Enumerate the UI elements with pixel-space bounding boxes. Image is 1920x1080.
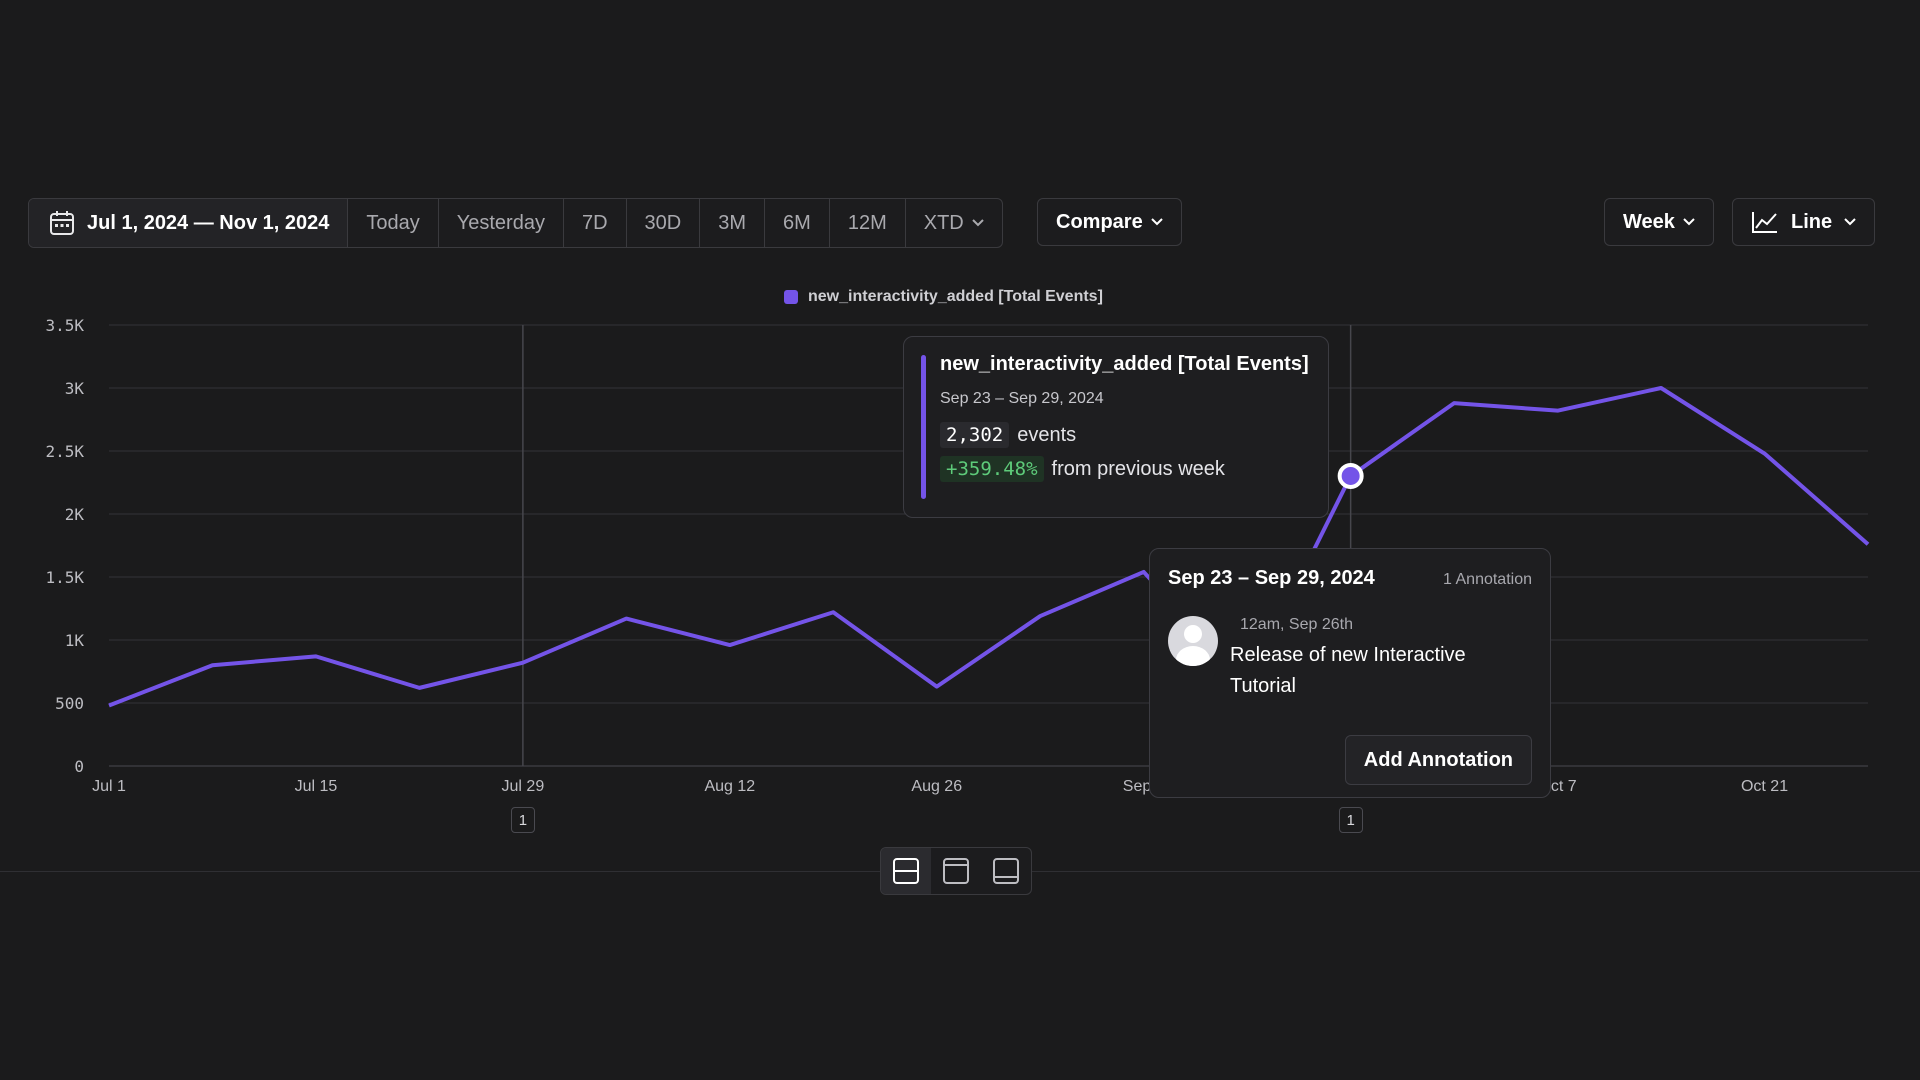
y-tick-label: 0 bbox=[74, 757, 84, 776]
layout-switcher bbox=[880, 847, 1032, 895]
chevron-down-icon bbox=[1844, 218, 1856, 226]
tooltip-series-bar bbox=[921, 355, 926, 499]
legend-swatch bbox=[784, 290, 798, 304]
tooltip-change: +359.48% bbox=[940, 456, 1044, 482]
x-tick-label: Jul 29 bbox=[502, 778, 545, 795]
split-view-icon bbox=[893, 858, 919, 884]
data-point[interactable] bbox=[1862, 538, 1874, 550]
data-point[interactable] bbox=[620, 613, 632, 625]
preset-label: Yesterday bbox=[456, 211, 545, 234]
preset-3m[interactable]: 3M bbox=[700, 199, 766, 247]
y-tick-label: 2K bbox=[65, 505, 85, 524]
compare-label: Compare bbox=[1056, 210, 1143, 233]
preset-label: Today bbox=[366, 211, 420, 234]
avatar bbox=[1168, 616, 1218, 666]
data-point[interactable] bbox=[1138, 566, 1150, 578]
annotation-marker[interactable]: 1 bbox=[1338, 807, 1363, 833]
tooltip-change-text: from previous week bbox=[1051, 457, 1225, 480]
layout-split-option[interactable] bbox=[881, 848, 931, 894]
y-tick-label: 1K bbox=[65, 631, 85, 650]
highlighted-data-point[interactable] bbox=[1337, 462, 1364, 489]
y-tick-label: 3.5K bbox=[45, 316, 84, 335]
preset-label: 12M bbox=[847, 211, 887, 234]
x-tick-label: Jul 1 bbox=[92, 778, 126, 795]
data-point[interactable] bbox=[413, 682, 425, 694]
preset-12m[interactable]: 12M bbox=[830, 199, 906, 247]
tooltip-title: new_interactivity_added [Total Events] bbox=[940, 353, 1309, 375]
x-tick-label: Aug 26 bbox=[911, 778, 962, 795]
data-point[interactable] bbox=[1552, 405, 1564, 417]
data-point[interactable] bbox=[517, 657, 529, 669]
chart-type-label: Line bbox=[1791, 210, 1833, 233]
data-point[interactable] bbox=[1448, 397, 1460, 409]
preset-yesterday[interactable]: Yesterday bbox=[439, 199, 564, 247]
add-annotation-button[interactable]: Add Annotation bbox=[1344, 735, 1532, 785]
chevron-down-icon bbox=[1150, 218, 1163, 226]
preset-7d[interactable]: 7D bbox=[564, 199, 627, 247]
tooltip-range: Sep 23 – Sep 29, 2024 bbox=[940, 390, 1104, 407]
preset-today[interactable]: Today bbox=[348, 199, 439, 247]
data-point[interactable] bbox=[827, 606, 839, 618]
data-point[interactable] bbox=[931, 681, 943, 693]
annotation-count: 1 Annotation bbox=[1443, 571, 1532, 588]
chevron-down-icon bbox=[1683, 218, 1695, 226]
chevron-down-icon bbox=[972, 219, 984, 227]
x-tick-label: Jul 15 bbox=[295, 778, 338, 795]
chart-toolbar: Jul 1, 2024 — Nov 1, 2024 Today Yesterda… bbox=[28, 198, 1884, 248]
legend-label: new_interactivity_added [Total Events] bbox=[808, 288, 1103, 305]
annotation-text: Release of new Interactive Tutorial bbox=[1230, 644, 1466, 697]
annotation-time: 12am, Sep 26th bbox=[1240, 616, 1353, 633]
x-tick-label: Oct 21 bbox=[1741, 778, 1788, 795]
series-line[interactable] bbox=[108, 386, 1870, 708]
x-tick-label: Aug 12 bbox=[704, 778, 755, 795]
date-range-picker[interactable]: Jul 1, 2024 — Nov 1, 2024 bbox=[29, 199, 349, 247]
layout-chart-only-option[interactable] bbox=[931, 848, 981, 894]
data-point[interactable] bbox=[724, 639, 736, 651]
data-point[interactable] bbox=[310, 650, 322, 662]
data-point[interactable] bbox=[206, 659, 218, 671]
chart-type-dropdown[interactable]: Line bbox=[1732, 198, 1876, 246]
preset-label: XTD bbox=[923, 211, 964, 234]
annotation-range: Sep 23 – Sep 29, 2024 bbox=[1168, 567, 1375, 589]
tooltip-value-unit: events bbox=[1017, 423, 1077, 446]
chart-only-view-icon bbox=[943, 858, 969, 884]
chart-legend[interactable]: new_interactivity_added [Total Events] bbox=[784, 288, 1103, 306]
layout-table-only-option[interactable] bbox=[981, 848, 1031, 894]
compare-button[interactable]: Compare bbox=[1037, 198, 1182, 246]
table-only-view-icon bbox=[993, 858, 1019, 884]
tooltip-value: 2,302 bbox=[940, 422, 1010, 448]
data-point[interactable] bbox=[1034, 610, 1046, 622]
line-chart-icon bbox=[1752, 212, 1777, 233]
preset-label: 6M bbox=[783, 211, 811, 234]
data-point[interactable] bbox=[1655, 382, 1667, 394]
y-tick-label: 500 bbox=[55, 694, 84, 713]
y-tick-label: 3K bbox=[65, 379, 85, 398]
annotation-popover: Sep 23 – Sep 29, 2024 1 Annotation 12am,… bbox=[1149, 548, 1551, 798]
preset-label: 3M bbox=[718, 211, 747, 234]
date-range-group: Jul 1, 2024 — Nov 1, 2024 Today Yesterda… bbox=[28, 198, 1003, 248]
interval-dropdown[interactable]: Week bbox=[1604, 198, 1714, 246]
preset-label: 30D bbox=[644, 211, 682, 234]
data-point[interactable] bbox=[1759, 448, 1771, 460]
preset-label: 7D bbox=[581, 211, 608, 234]
y-tick-label: 2.5K bbox=[45, 442, 84, 461]
y-tick-label: 1.5K bbox=[45, 568, 84, 587]
data-point-tooltip: new_interactivity_added [Total Events] S… bbox=[903, 336, 1329, 518]
preset-6m[interactable]: 6M bbox=[765, 199, 830, 247]
interval-label: Week bbox=[1623, 210, 1675, 233]
data-point[interactable] bbox=[103, 700, 115, 712]
preset-30d[interactable]: 30D bbox=[627, 199, 701, 247]
annotation-marker[interactable]: 1 bbox=[510, 807, 535, 833]
preset-xtd-dropdown[interactable]: XTD bbox=[906, 199, 1002, 247]
calendar-icon bbox=[50, 211, 74, 235]
date-range-label: Jul 1, 2024 — Nov 1, 2024 bbox=[87, 211, 330, 234]
